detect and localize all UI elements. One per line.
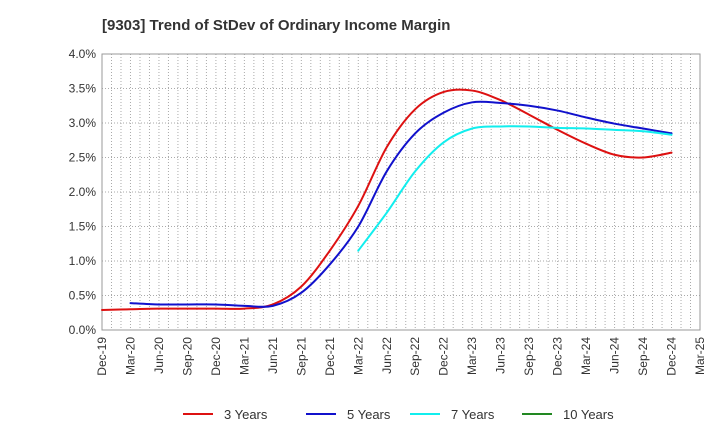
x-tick-label: Sep-23 [522,337,536,376]
y-tick-label: 0.5% [69,289,97,303]
legend-label: 5 Years [347,407,391,422]
chart-title: [9303] Trend of StDev of Ordinary Income… [102,17,450,34]
y-axis: 0.0% 0.5% 1.0% 1.5% 2.0% 2.5% 3.0% 3.5% 4.0% [69,47,97,337]
y-tick-label: 1.5% [69,220,97,234]
series-lines [101,88,673,311]
y-tick-label: 3.0% [69,116,97,130]
y-tick-label: 2.5% [69,151,97,165]
y-tick-label: 2.0% [69,185,97,199]
x-tick-label: Mar-21 [237,337,251,375]
x-tick-label: Dec-20 [209,337,223,376]
x-axis: Dec-19 Mar-20 Jun-20 Sep-20 Dec-20 Mar-21 Jun-… [95,337,707,376]
x-tick-label: Jun-22 [380,337,394,374]
x-tick-label: Mar-23 [465,337,479,375]
x-tick-label: Mar-24 [579,337,593,375]
x-tick-label: Sep-24 [636,337,650,376]
x-tick-label: Dec-24 [665,337,679,376]
plot-border [101,53,701,331]
x-tick-label: Dec-19 [95,337,109,376]
legend-label: 3 Years [224,407,268,422]
x-tick-label: Jun-21 [266,337,280,374]
x-tick-label: Dec-22 [437,337,451,376]
y-tick-label: 4.0% [69,47,97,61]
x-tick-label: Jun-20 [152,337,166,374]
series-line-3 [357,125,673,252]
y-tick-label: 3.5% [69,82,97,96]
legend-label: 7 Years [451,407,495,422]
x-tick-label: Jun-24 [608,337,622,374]
x-tick-label: Mar-22 [351,337,365,375]
x-tick-label: Sep-22 [408,337,422,376]
y-tick-label: 1.0% [69,254,97,268]
x-tick-label: Mar-20 [123,337,137,375]
x-tick-label: Sep-20 [180,337,194,376]
legend-label: 10 Years [563,407,614,422]
legend: 3 Years 5 Years 7 Years 10 Years [183,407,614,422]
x-tick-label: Mar-25 [693,337,707,375]
x-tick-label: Dec-21 [323,337,337,376]
x-tick-label: Dec-23 [551,337,565,376]
y-tick-label: 0.0% [69,323,97,337]
x-tick-label: Jun-23 [494,337,508,374]
x-tick-label: Sep-21 [294,337,308,376]
series-line-2 [129,100,673,308]
series-line-1 [101,88,673,311]
